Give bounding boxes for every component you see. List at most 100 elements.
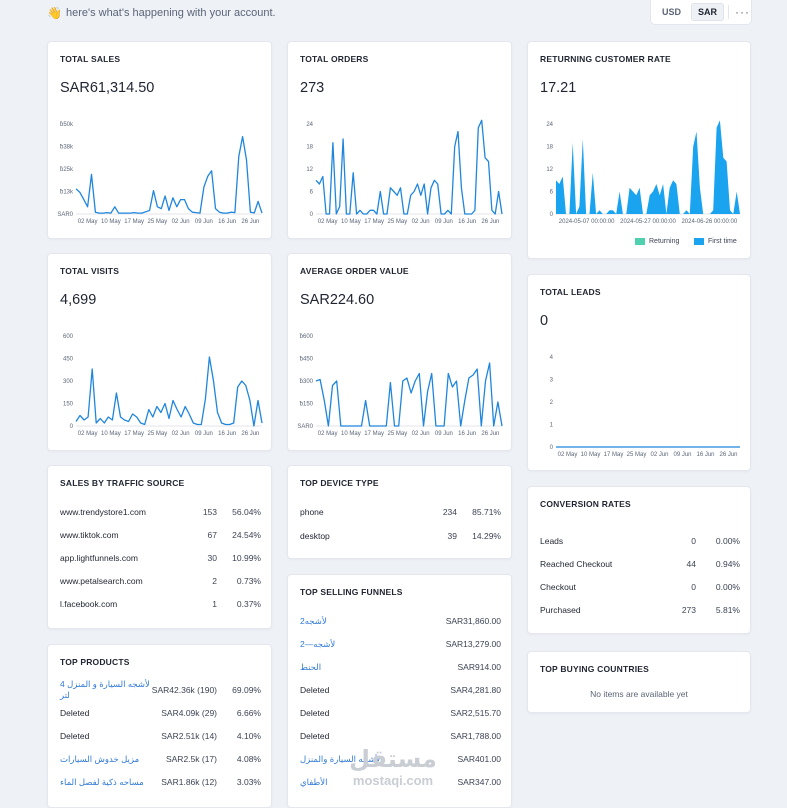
list-item: Deleted SAR2,515.70 — [300, 706, 501, 720]
top-products-card: TOP PRODUCTS لأشجه السيارة و المنزل 4 لت… — [47, 644, 272, 808]
legend-label: Returning — [649, 238, 680, 245]
list-item[interactable]: لأشجه2 SAR31,860.00 — [300, 614, 501, 628]
row-label[interactable]: الأطفاي — [300, 776, 328, 787]
list-item: l.facebook.com 1 0.37% — [60, 597, 261, 611]
row-label[interactable]: مساحه ذكية لفصل الماء — [60, 776, 144, 787]
y-tick-label: ƀ600 — [300, 334, 314, 340]
y-tick-label: 24 — [306, 122, 313, 128]
row-label[interactable]: لأشجه السيارة والمنزل — [300, 753, 381, 764]
list-item: Leads 0 0.00% — [540, 534, 740, 548]
x-tick-label: 10 May — [581, 452, 601, 458]
row-label[interactable]: لأشجه—2 — [300, 638, 336, 649]
row-count: 67 — [207, 530, 217, 540]
row-label: Deleted — [300, 731, 330, 741]
more-options-icon[interactable]: ··· — [728, 5, 756, 19]
list-item[interactable]: لأشجه السيارة والمنزل SAR401.00 — [300, 752, 501, 766]
x-tick-label: 09 Jun — [195, 431, 213, 437]
list-item: Deleted SAR4.09k (29) 6.66% — [60, 706, 261, 720]
x-tick-label: 09 Jun — [435, 431, 453, 437]
list-item[interactable]: مساحه ذكية لفصل الماء SAR1.86k (12) 3.03% — [60, 775, 261, 789]
row-label: Reached Checkout — [540, 559, 613, 569]
list-item[interactable]: لأشجه السيارة و المنزل 4 لتر SAR42.36k (1… — [60, 679, 261, 700]
x-tick-label: 09 Jun — [673, 452, 691, 458]
y-tick-label: 12 — [546, 167, 553, 173]
row-percent: 24.54% — [232, 530, 261, 540]
row-percent: 5.81% — [715, 605, 740, 615]
total-visits-card: TOTAL VISITS 4,699 0 150 300 450 600 02 May 10… — [47, 253, 272, 451]
row-label[interactable]: لأشجه2 — [300, 615, 327, 626]
y-tick-label: ƀ38k — [60, 145, 74, 151]
watermark-arabic: مستقل — [349, 745, 437, 773]
row-percent: 4.10% — [236, 731, 261, 741]
row-label: Deleted — [300, 708, 330, 718]
row-count: 153 — [202, 507, 217, 517]
list-item: Checkout 0 0.00% — [540, 580, 740, 594]
y-tick-label: SAR0 — [57, 212, 73, 218]
row-count: 39 — [447, 531, 457, 541]
wave-icon: 👋 — [47, 6, 62, 20]
y-tick-label: 4 — [550, 355, 554, 361]
currency-switcher: USD SAR ··· — [650, 0, 752, 25]
row-label: www.petalsearch.com — [60, 576, 143, 586]
row-percent: 14.29% — [472, 531, 501, 541]
row-value: SAR31,860.00 — [445, 616, 501, 626]
x-tick-label: 10 May — [101, 431, 121, 437]
list-item: Deleted SAR1,788.00 — [300, 729, 501, 743]
y-tick-label: 0 — [70, 424, 74, 430]
x-tick-label: 26 Jun — [719, 452, 737, 458]
list-item: app.lightfunnels.com 30 10.99% — [60, 551, 261, 565]
total-leads-chart: 0 1 2 3 4 02 May 10 May 17 May 25 May 02 Jun 09 Ju… — [550, 355, 740, 458]
list-item: Purchased 273 5.81% — [540, 603, 740, 617]
row-percent: 0.73% — [236, 576, 261, 586]
x-tick-label: 26 Jun — [241, 219, 259, 225]
avg-order-value: SAR224.60 — [300, 292, 375, 308]
row-percent: 10.99% — [232, 553, 261, 563]
row-percent: 3.03% — [236, 777, 261, 787]
row-label[interactable]: الحنط — [300, 661, 322, 672]
list-item[interactable]: مزيل خدوش السيارات SAR2.5k (17) 4.08% — [60, 752, 261, 766]
x-tick-label: 02 Jun — [172, 219, 190, 225]
x-tick-label: 02 May — [558, 452, 578, 458]
row-label: Checkout — [540, 582, 576, 592]
avg-order-card: AVERAGE ORDER VALUE SAR224.60 SAR0 ƀ150 ƀ3… — [287, 253, 512, 451]
row-percent: 4.08% — [236, 754, 261, 764]
total-sales-chart: SAR0 ƀ13k ƀ25k ƀ38k ƀ50k 02 May 10 May 17 May 25… — [57, 122, 263, 225]
row-label[interactable]: لأشجه السيارة و المنزل 4 لتر — [60, 679, 150, 700]
row-label[interactable]: مزيل خدوش السيارات — [60, 753, 140, 764]
list-item[interactable]: الحنط SAR914.00 — [300, 660, 501, 674]
list-item: Deleted SAR4,281.80 — [300, 683, 501, 697]
total-leads-card: TOTAL LEADS 0 0 1 2 3 4 02 May 10 May 17 May 25 … — [527, 274, 751, 471]
greeting: 👋 here's what's happening with your acco… — [47, 6, 276, 20]
list-item[interactable]: لأشجه—2 SAR13,279.00 — [300, 637, 501, 651]
y-tick-label: 24 — [546, 122, 553, 128]
y-tick-label: 0 — [310, 212, 314, 218]
row-percent: 0.37% — [236, 599, 261, 609]
currency-usd-button[interactable]: USD — [662, 7, 682, 17]
card-title: TOP SELLING FUNNELS — [300, 587, 403, 597]
row-label: Leads — [540, 536, 564, 546]
x-tick-label: 02 Jun — [650, 452, 668, 458]
y-tick-label: 300 — [63, 379, 74, 385]
legend-first-time[interactable]: First time — [694, 238, 737, 245]
x-tick-label: 2024-05-07 00:00:00 — [559, 219, 615, 225]
list-item: desktop 39 14.29% — [300, 529, 501, 543]
y-tick-label: 0 — [550, 212, 554, 218]
row-count: 234 — [442, 507, 457, 517]
x-tick-label: 17 May — [124, 219, 144, 225]
x-tick-label: 16 Jun — [696, 452, 714, 458]
legend-returning[interactable]: Returning — [635, 238, 679, 245]
row-percent: 69.09% — [232, 685, 261, 695]
x-tick-label: 25 May — [388, 219, 408, 225]
currency-sar-button[interactable]: SAR — [691, 3, 725, 21]
x-tick-label: 25 May — [388, 431, 408, 437]
y-tick-label: 150 — [63, 402, 74, 408]
row-label: Deleted — [300, 685, 330, 695]
row-percent: 56.04% — [232, 507, 261, 517]
row-value: SAR1,788.00 — [450, 731, 501, 741]
y-tick-label: 12 — [306, 167, 313, 173]
watermark-latin: mostaqi.com — [352, 773, 434, 788]
list-item[interactable]: الأطفاي SAR347.00 — [300, 775, 501, 789]
y-tick-label: ƀ300 — [300, 379, 314, 385]
list-item: www.petalsearch.com 2 0.73% — [60, 574, 261, 588]
y-tick-label: 450 — [63, 357, 74, 363]
